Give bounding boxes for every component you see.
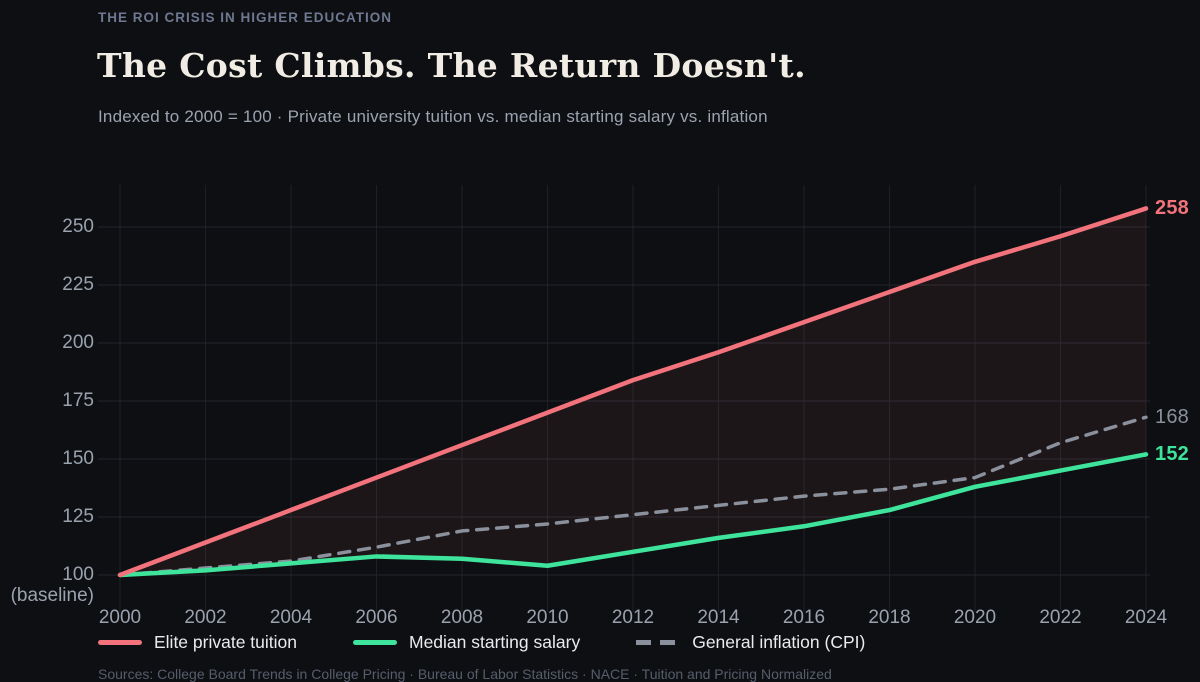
x-tick-label: 2016: [782, 607, 826, 628]
x-tick-label: 2022: [1039, 607, 1082, 628]
series-line-general-inflation-cpi-: [118, 415, 1148, 577]
y-tick-label: 225: [62, 274, 94, 295]
legend: Elite private tuition Median starting sal…: [98, 632, 865, 653]
x-tick-label: 2024: [1124, 607, 1168, 628]
x-tick-label: 2002: [184, 607, 227, 628]
end-label-168: 168: [1155, 406, 1189, 429]
y-tick-label: 200: [62, 332, 94, 353]
series-line-median-starting-salary: [117, 452, 1149, 578]
subtitle: Indexed to 2000 = 100 · Private universi…: [98, 107, 768, 126]
y-baseline-note: (baseline): [10, 585, 94, 606]
x-tick-label: 2012: [611, 607, 655, 628]
x-tick-label: 2014: [697, 607, 740, 628]
y-tick-label: 150: [62, 448, 94, 469]
kicker: THE ROI CRISIS IN HIGHER EDUCATION: [98, 10, 393, 25]
dashed-line-swatch-icon: [636, 640, 681, 645]
end-label-258: 258: [1155, 197, 1189, 220]
x-tick-label: 2004: [269, 607, 313, 628]
x-tick-label: 2006: [355, 607, 398, 628]
y-tick-label: 175: [62, 390, 94, 411]
line-swatch-icon: [353, 640, 397, 645]
x-tick-label: 2018: [868, 607, 911, 628]
x-tick-label: 2008: [440, 607, 484, 628]
legend-label: Elite private tuition: [154, 632, 297, 652]
legend-item: Median starting salary: [353, 632, 580, 653]
legend-label: Median starting salary: [409, 632, 581, 652]
legend-item: General inflation (CPI): [636, 632, 865, 653]
y-tick-label: 125: [62, 506, 94, 527]
series-line-elite-private-tuition: [117, 206, 1149, 578]
legend-item: Elite private tuition: [98, 632, 297, 653]
page-title: The Cost Climbs. The Return Doesn't.: [97, 46, 806, 85]
x-tick-label: 2010: [526, 607, 569, 628]
x-tick-label: 2020: [953, 607, 997, 628]
y-tick-label: 250: [62, 216, 94, 237]
end-label-152: 152: [1155, 443, 1189, 466]
fill-between-area: [120, 208, 1146, 575]
line-swatch-icon: [98, 640, 142, 645]
y-tick-label: 100: [62, 564, 94, 585]
source-note: Sources: College Board Trends in College…: [98, 666, 832, 682]
legend-label: General inflation (CPI): [692, 632, 866, 652]
x-tick-label: 2000: [98, 607, 142, 628]
